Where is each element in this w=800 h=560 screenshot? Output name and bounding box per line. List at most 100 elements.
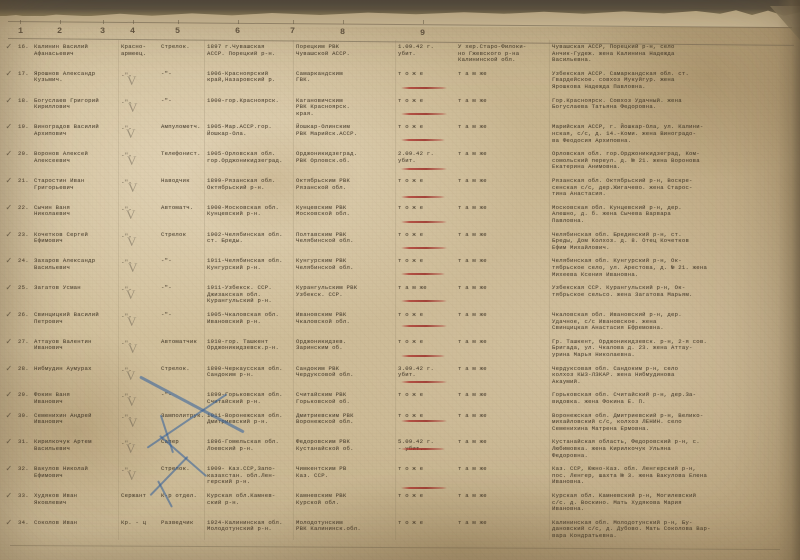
pencil-dash-mark: -"- [121, 205, 132, 213]
cell-birth-place: 1911-Узбекск. ССР. Джизакская обл. Куран… [207, 284, 272, 305]
pencil-check-mark: V [126, 367, 136, 383]
cell-birth-place: 1900-гор.Красноярск. [207, 96, 280, 104]
cell-date-of-loss: т о ж е [398, 230, 424, 238]
pencil-dash-mark: -"- [121, 125, 132, 133]
column-number-1: 1 [18, 26, 24, 36]
row-number: 22. [18, 203, 29, 211]
column-tick [343, 20, 344, 24]
cell-date-of-loss: т о ж е [398, 411, 424, 419]
cell-specialty: Замполитрук. [161, 411, 205, 419]
row-checkmark: ✓ [6, 42, 12, 52]
pencil-dash-mark: -"- [121, 467, 132, 475]
pencil-dash-mark: -"- [121, 440, 132, 448]
cell-draft-office: Йошкар-Олинским РВК Марийск.АССР. [296, 123, 358, 137]
cell-burial-place: т а м же [458, 123, 487, 131]
table-row: ✓ 34. Соколов Иван Кр. - ц Разведчик 1924-Кал… [0, 518, 800, 547]
row-number: 24. [18, 257, 29, 265]
row-checkmark: ✓ [6, 437, 12, 448]
column-number-6: 6 [235, 26, 241, 36]
row-number: 32. [18, 465, 29, 473]
column-tick [20, 20, 21, 24]
cell-draft-office: Порецким РВК Чувашской АССР. [296, 43, 351, 57]
cell-draft-office: Считайским РВК Горьковской об. [296, 391, 351, 405]
cell-birth-place: 1911-Воронежская обл. Дмитриевский р-н. [207, 411, 283, 426]
row-checkmark: ✓ [6, 176, 12, 186]
table-row: ✓ 22. Сычин Ваня Николаевич Автоматч. 1900-М… [0, 203, 800, 232]
cell-name: Нибмудин Аумурах [34, 364, 92, 372]
table-row: ✓ 18. Богуслаев Григорий Кириллович -"- 1900… [0, 96, 800, 125]
cell-burial-place: т а м же [458, 391, 487, 399]
cell-birth-place: 1896-Гомельская обл. Лоевский р-н. [207, 438, 280, 452]
cell-specialty: Телефонист. [161, 150, 201, 158]
column-tick [423, 20, 424, 24]
column-separator [549, 40, 550, 540]
cell-burial-place: т а м же [458, 438, 487, 446]
cell-name: Богуслаев Григорий Кириллович [34, 96, 99, 111]
row-number: 26. [18, 311, 29, 318]
cell-specialty: Стрелок. [161, 465, 190, 473]
cell-relatives: Рязанская обл. Октябрьский р-н, Воскре- … [552, 177, 693, 198]
row-checkmark: ✓ [6, 122, 12, 133]
cell-name: Фокин Ваня Иванович [34, 391, 71, 405]
cell-specialty: Стрелок [161, 230, 187, 238]
torn-right-edge [778, 0, 800, 560]
cell-draft-office: Кунгурским РВК Челябинской обл. [296, 257, 354, 271]
row-number: 30. [18, 411, 29, 419]
pencil-check-mark: V [128, 260, 138, 276]
cell-date-of-loss: т о ж е [398, 337, 424, 345]
cell-birth-place: 1902-Челябинская обл. ст. Бреды. [207, 230, 283, 245]
cell-draft-office: Федоровским РВК Кустанайской об. [296, 438, 354, 452]
cell-burial-place: т а м же [458, 177, 487, 184]
cell-relatives: Гор.Красноярск. Совхоз Удачный. жена Бог… [552, 96, 682, 111]
pencil-check-mark: V [127, 153, 137, 169]
pencil-check-mark: V [126, 126, 136, 142]
cell-date-of-loss: т о ж е [398, 96, 424, 104]
column-separator [395, 40, 396, 540]
row-number: 34. [18, 518, 29, 526]
row-checkmark: ✓ [6, 336, 12, 347]
column-separator [118, 40, 119, 540]
cell-name: Свинцицкий Василий Петрович [34, 311, 99, 325]
column-separator [204, 40, 205, 540]
table-row: ✓ 33. Худяков Иван Яковлевич Сержант К-р отд… [0, 492, 800, 520]
cell-birth-place: 1899-Рязанская обл. Октябрьский р-н. [207, 177, 276, 191]
cell-name: Худяков Иван Яковлевич [34, 492, 78, 506]
cell-date-of-loss: т о ж е [398, 391, 424, 399]
cell-relatives: Чердуксовая обл. Сандоким р-н, село колх… [552, 364, 679, 385]
table-row: ✓ 29. Фокин Ваня Иванович -"- 1899-Горьковск… [0, 390, 800, 412]
cell-draft-office: Ивановским РВК Чкаловской обл. [296, 311, 351, 325]
cell-date-of-loss: т о ж е [398, 203, 424, 211]
cell-burial-place: т а м же [458, 518, 487, 526]
cell-rank: Сержант [121, 492, 147, 499]
cell-burial-place: т а м же [458, 284, 487, 292]
column-tick [133, 20, 134, 24]
column-tick [103, 20, 104, 24]
cell-draft-office: Сандоким РВК Чердуксовой обл. [296, 364, 354, 379]
cell-specialty: Разведчик [161, 518, 194, 526]
cell-specialty: Стрелок. [161, 43, 190, 50]
pencil-dash-mark: -"- [121, 286, 132, 294]
pencil-dash-mark: -"- [121, 366, 132, 374]
cell-name: Ярошнов Александр Кузьмич. [34, 69, 96, 84]
cell-relatives: Горьковская обл. Считайский р-н, дер.За-… [552, 391, 697, 405]
row-number: 20. [18, 150, 29, 158]
cell-burial-place: т а м же [458, 465, 487, 473]
cell-date-of-loss: 1.09.42 г. убит. [398, 43, 435, 57]
cell-specialty: Автоматч. [161, 203, 194, 211]
cell-burial-place: т а м же [458, 411, 487, 419]
cell-burial-place: т а м же [458, 337, 487, 345]
row-checkmark: ✓ [6, 390, 12, 401]
cell-draft-office: Орджоникидзев. Заринским об. [296, 337, 347, 352]
cell-date-of-loss: т а м же [398, 284, 427, 292]
row-checkmark: ✓ [6, 464, 12, 475]
cell-name: Калинин Василий Афанасьевич [34, 43, 89, 57]
cell-date-of-loss: т о ж е [398, 257, 424, 265]
cell-burial-place: т а м же [458, 492, 487, 499]
cell-draft-office: Орджоникидзеград. РВК Орловск.об. [296, 150, 358, 164]
row-checkmark: ✓ [6, 256, 12, 267]
cell-birth-place: 1911-Челябинская обл. Кунгурский р-н. [207, 257, 283, 271]
table-row: ✓ 28. Нибмудин Аумурах Стрелок. 1890-Черкаус… [0, 364, 800, 393]
